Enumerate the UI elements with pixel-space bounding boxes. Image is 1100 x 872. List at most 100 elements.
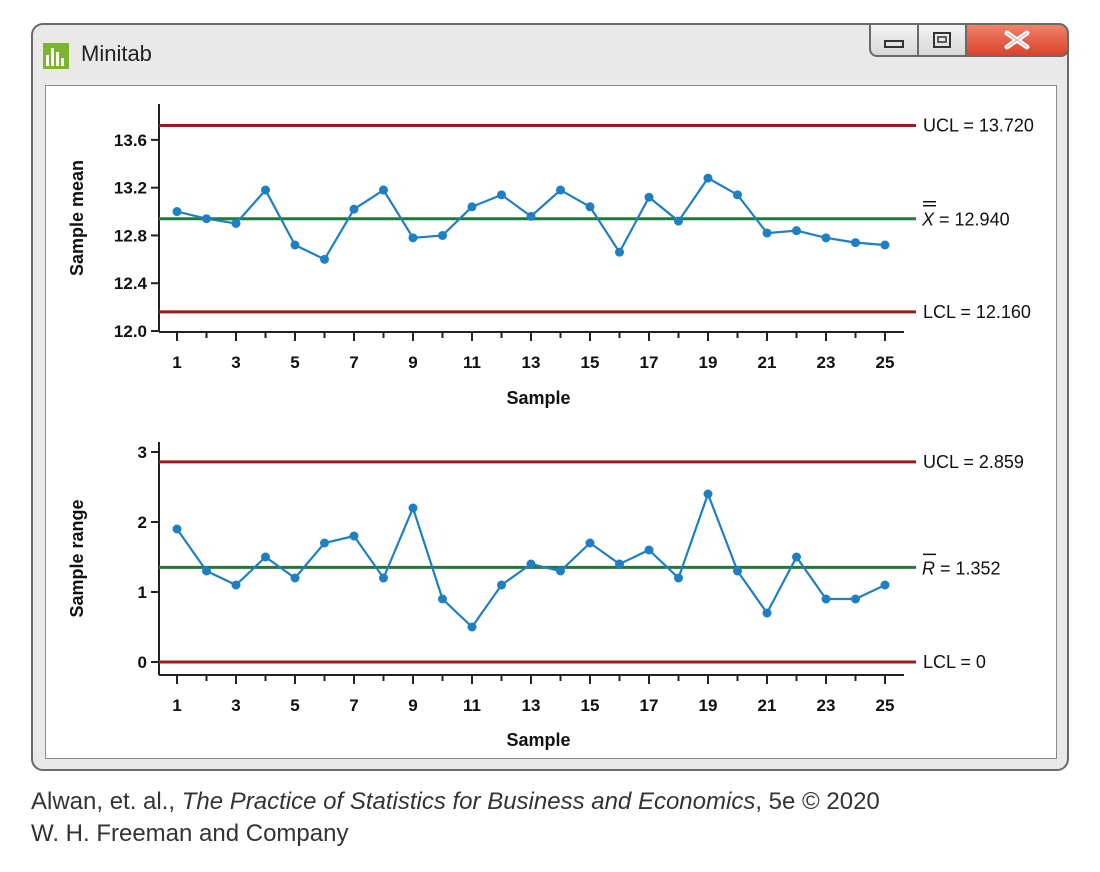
window-title: Minitab [81,41,152,66]
x-tick-label: 19 [699,696,718,715]
data-point [733,566,742,576]
y-axis-label: Sample range [67,499,87,617]
y-tick-label: 13.6 [114,131,147,150]
data-point [438,594,447,604]
x-tick-label: 3 [231,353,240,372]
data-point [320,538,329,548]
data-point [261,185,270,195]
data-point [851,594,860,604]
x-tick-label: 25 [876,353,895,372]
restore-icon [933,32,951,48]
y-tick-label: 2 [138,513,147,532]
x-tick-label: 23 [817,353,836,372]
data-point [556,185,565,195]
data-point [585,538,595,548]
credit-line-1: Alwan, et. al., The Practice of Statisti… [31,786,880,818]
credit-book-title: The Practice of Statistics for Business … [181,788,756,815]
data-point [762,228,772,238]
x-tick-label: 19 [699,353,718,372]
data-point [379,185,388,195]
data-point [202,214,211,224]
data-point [703,173,713,183]
data-point [202,566,211,576]
data-point [408,233,418,243]
x-tick-label: 15 [581,696,600,715]
ucl-label: UCL = 2.859 [923,452,1024,472]
data-point [467,622,477,632]
x-tick-label: 5 [290,696,299,715]
credit-line-2: W. H. Freeman and Company [31,820,349,847]
data-point [172,524,182,534]
data-point [408,503,418,513]
data-point [172,207,182,217]
y-tick-label: 0 [138,653,147,672]
y-tick-label: 1 [138,583,147,602]
minimize-button[interactable] [869,23,919,57]
lcl-label: LCL = 0 [923,652,986,672]
lcl-label: LCL = 12.160 [923,302,1031,322]
minimize-icon [884,40,904,48]
data-point [703,489,713,499]
data-point [644,192,654,202]
x-axis-label: Sample [506,388,570,408]
data-point [261,552,270,562]
y-tick-label: 12.4 [114,274,148,293]
center-line-label: X = 12.940 [921,210,1010,230]
close-button[interactable] [965,23,1069,57]
y-tick-label: 12.0 [114,322,147,341]
plot-area: 12.0 12.4 12.8 13.2 13.6 1 3 5 7 9 11 13 15 17 19 21 23 2… [45,85,1057,759]
x-tick-label: 1 [172,353,181,372]
x-tick-label: 17 [640,353,659,372]
restore-button[interactable] [917,23,967,57]
x-tick-label: 9 [408,353,417,372]
ucl-label: UCL = 13.720 [923,116,1034,136]
x-axis-label: Sample [506,730,570,750]
data-point [231,219,241,228]
credit-authors: Alwan, et. al., [31,788,182,815]
data-point [615,559,624,569]
x-tick-label: 13 [522,696,541,715]
close-icon [1004,30,1030,50]
data-point [674,216,683,226]
data-point [438,230,447,240]
center-line-label: R = 1.352 [922,558,1001,578]
data-point [792,552,801,562]
x-tick-label: 21 [758,696,777,715]
data-point [556,566,565,576]
x-tick-label: 25 [876,696,895,715]
data-point [349,531,359,541]
x-tick-label: 5 [290,353,299,372]
y-axis-label: Sample mean [67,160,87,276]
title-bar[interactable]: Minitab [33,23,1069,87]
minitab-window: Minitab 12.0 12.4 12.8 13.2 13.6 1 3 5 7 9 11 13 15 1… [31,23,1069,771]
data-point [379,573,388,583]
data-point [349,204,359,214]
data-point [497,190,506,200]
data-point [762,608,772,618]
data-point [792,226,801,236]
x-tick-label: 1 [172,696,181,715]
y-tick-label: 3 [138,443,147,462]
minitab-bar-chart-icon [43,43,69,69]
data-point [733,190,742,200]
data-point [880,240,890,250]
y-tick-label: 12.8 [114,226,147,245]
x-tick-label: 15 [581,353,600,372]
data-point [290,573,300,583]
x-tick-label: 7 [349,696,358,715]
data-point [467,202,477,212]
data-point [880,580,890,590]
data-point [320,254,329,264]
x-tick-label: 17 [640,696,659,715]
data-point [821,233,831,243]
x-tick-label: 7 [349,353,358,372]
x-tick-label: 11 [463,353,481,372]
x-tick-label: 9 [408,696,417,715]
data-point [231,580,241,590]
data-point [674,573,683,583]
data-point [644,545,654,555]
data-point [290,240,300,250]
x-tick-label: 11 [463,696,481,715]
data-point [526,211,536,221]
x-tick-label: 13 [522,353,541,372]
